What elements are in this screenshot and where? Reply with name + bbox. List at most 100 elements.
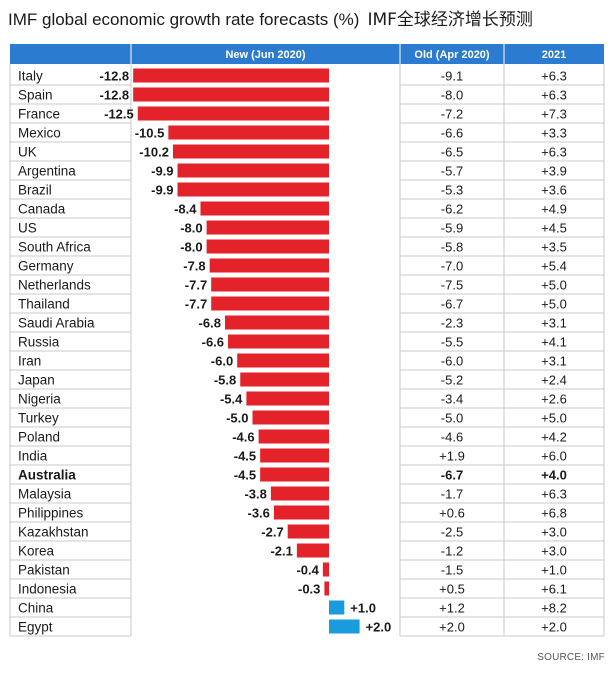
country-label: India bbox=[18, 449, 48, 464]
forecast-2021-cell: +8.2 bbox=[541, 601, 567, 616]
bar-canada bbox=[200, 201, 329, 216]
bar-value-label: -6.6 bbox=[202, 335, 224, 350]
old-forecast-cell: -7.5 bbox=[441, 278, 463, 293]
country-label: Spain bbox=[18, 88, 53, 103]
bar-argentina bbox=[177, 163, 329, 178]
forecast-2021-cell: +7.3 bbox=[541, 107, 567, 122]
source-note: SOURCE: IMF bbox=[537, 652, 605, 663]
forecast-2021-cell: +5.0 bbox=[541, 297, 567, 312]
forecast-2021-cell: +6.1 bbox=[541, 582, 567, 597]
bar-value-label: -5.0 bbox=[226, 411, 248, 426]
forecast-2021-cell: +6.3 bbox=[541, 69, 567, 84]
country-label: Brazil bbox=[18, 183, 52, 198]
old-forecast-cell: -6.7 bbox=[441, 297, 463, 312]
bar-russia bbox=[228, 334, 329, 349]
bar-saudi-arabia bbox=[224, 315, 329, 330]
bar-value-label: -7.7 bbox=[185, 278, 207, 293]
forecast-2021-cell: +3.9 bbox=[541, 164, 567, 179]
chart-title: IMF global economic growth rate forecast… bbox=[8, 5, 533, 30]
old-forecast-cell: -5.0 bbox=[441, 411, 463, 426]
country-label: Saudi Arabia bbox=[18, 316, 95, 331]
bar-value-label: -2.7 bbox=[261, 525, 283, 540]
country-label: UK bbox=[18, 145, 37, 160]
forecast-2021-cell: +5.0 bbox=[541, 411, 567, 426]
forecast-2021-cell: +2.4 bbox=[541, 373, 567, 388]
bar-value-label: -12.5 bbox=[104, 107, 134, 122]
country-label: Malaysia bbox=[18, 487, 72, 502]
country-label: Indonesia bbox=[18, 582, 77, 597]
bar-philippines bbox=[273, 505, 329, 520]
forecast-2021-cell: +6.8 bbox=[541, 506, 567, 521]
forecast-2021-cell: +3.1 bbox=[541, 316, 567, 331]
country-label: Italy bbox=[18, 69, 43, 84]
old-forecast-cell: -5.3 bbox=[441, 183, 463, 198]
country-label: Poland bbox=[18, 430, 60, 445]
country-label: Korea bbox=[18, 544, 55, 559]
old-forecast-cell: -6.0 bbox=[441, 354, 463, 369]
title-cn: IMF全球经济增长预测 bbox=[367, 10, 533, 30]
old-forecast-cell: +0.5 bbox=[439, 582, 465, 597]
bar-value-label: -3.6 bbox=[248, 506, 270, 521]
forecast-2021-cell: +3.0 bbox=[541, 544, 567, 559]
bar-us bbox=[206, 220, 329, 235]
forecast-2021-cell: +4.9 bbox=[541, 202, 567, 217]
title-en: IMF global economic growth rate forecast… bbox=[8, 10, 360, 29]
bar-poland bbox=[258, 429, 329, 444]
old-forecast-cell: -1.5 bbox=[441, 563, 463, 578]
old-forecast-cell: +1.9 bbox=[439, 449, 465, 464]
bar-value-label: -4.6 bbox=[232, 430, 254, 445]
country-label: Iran bbox=[18, 354, 41, 369]
old-forecast-cell: -8.0 bbox=[441, 88, 463, 103]
old-forecast-cell: -5.7 bbox=[441, 164, 463, 179]
old-forecast-cell: -1.2 bbox=[441, 544, 463, 559]
old-forecast-cell: -6.2 bbox=[441, 202, 463, 217]
bar-value-label: -5.4 bbox=[220, 392, 243, 407]
country-label: Russia bbox=[18, 335, 60, 350]
old-forecast-cell: -7.0 bbox=[441, 259, 463, 274]
forecast-2021-cell: +3.6 bbox=[541, 183, 567, 198]
bar-malaysia bbox=[270, 486, 329, 501]
bar-value-label: -0.4 bbox=[296, 563, 319, 578]
bar-value-label: -7.7 bbox=[185, 297, 207, 312]
forecast-2021-cell: +4.1 bbox=[541, 335, 567, 350]
bar-india bbox=[260, 448, 329, 463]
bar-kazakhstan bbox=[287, 524, 329, 539]
old-forecast-cell: -5.9 bbox=[441, 221, 463, 236]
bar-value-label: -5.8 bbox=[214, 373, 236, 388]
forecast-2021-cell: +3.3 bbox=[541, 126, 567, 141]
header-band bbox=[10, 44, 604, 64]
forecast-2021-cell: +3.5 bbox=[541, 240, 567, 255]
bar-value-label: -7.8 bbox=[183, 259, 205, 274]
old-forecast-cell: +1.2 bbox=[439, 601, 465, 616]
old-forecast-cell: -2.5 bbox=[441, 525, 463, 540]
bar-france bbox=[137, 106, 329, 121]
country-label: Pakistan bbox=[18, 563, 70, 578]
bar-japan bbox=[240, 372, 329, 387]
bar-indonesia bbox=[324, 581, 329, 596]
forecast-2021-cell: +2.6 bbox=[541, 392, 567, 407]
bar-value-label: -0.3 bbox=[298, 582, 320, 597]
country-label: Netherlands bbox=[18, 278, 91, 293]
bar-value-label: -4.5 bbox=[234, 468, 256, 483]
bar-value-label: -9.9 bbox=[151, 164, 173, 179]
bar-china bbox=[329, 600, 345, 615]
forecast-2021-cell: +4.2 bbox=[541, 430, 567, 445]
old-forecast-cell: -1.7 bbox=[441, 487, 463, 502]
forecast-2021-cell: +3.1 bbox=[541, 354, 567, 369]
forecast-2021-cell: +5.4 bbox=[541, 259, 567, 274]
bar-netherlands bbox=[211, 277, 329, 292]
country-label: Egypt bbox=[18, 620, 53, 635]
old-forecast-cell: -6.7 bbox=[441, 468, 463, 483]
bar-value-label: -9.9 bbox=[151, 183, 173, 198]
bar-brazil bbox=[177, 182, 329, 197]
forecast-2021-cell: +1.0 bbox=[541, 563, 567, 578]
column-header-old: Old (Apr 2020) bbox=[414, 49, 490, 61]
old-forecast-cell: -7.2 bbox=[441, 107, 463, 122]
country-label: France bbox=[18, 107, 60, 122]
bar-iran bbox=[237, 353, 329, 368]
bar-value-label: -12.8 bbox=[100, 69, 130, 84]
bar-value-label: +2.0 bbox=[366, 620, 392, 635]
bar-value-label: -8.0 bbox=[180, 240, 202, 255]
old-forecast-cell: +2.0 bbox=[439, 620, 465, 635]
